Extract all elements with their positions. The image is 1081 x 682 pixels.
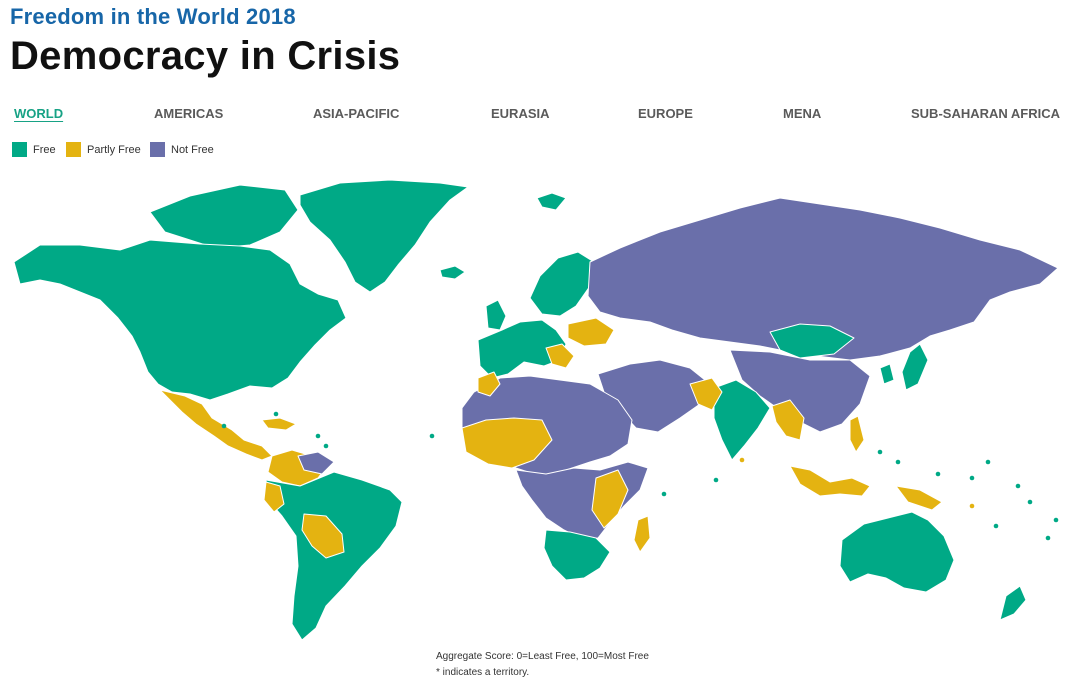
world-freedom-map[interactable]	[0, 170, 1081, 640]
iceland-region[interactable]	[439, 265, 466, 280]
island-dot[interactable]	[969, 503, 975, 509]
island-dot[interactable]	[323, 443, 329, 449]
island-dot[interactable]	[713, 477, 719, 483]
island-dot[interactable]	[221, 423, 227, 429]
southern-africa-region[interactable]	[543, 529, 611, 581]
tab-asia-pacific[interactable]: ASIA-PACIFIC	[313, 106, 400, 121]
madagascar-region[interactable]	[633, 515, 651, 553]
central-africa-region[interactable]	[515, 461, 649, 541]
island-dot[interactable]	[935, 471, 941, 477]
legend-swatch-not-free	[150, 142, 165, 157]
island-dot[interactable]	[1015, 483, 1021, 489]
tab-europe[interactable]: EUROPE	[638, 106, 693, 121]
russia-eurasia-region[interactable]	[587, 197, 1059, 361]
legend-label-partly-free: Partly Free	[87, 143, 141, 156]
west-africa-region[interactable]	[461, 417, 553, 469]
island-dot[interactable]	[273, 411, 279, 417]
island-dot[interactable]	[739, 457, 745, 463]
island-dot[interactable]	[1027, 499, 1033, 505]
report-kicker: Freedom in the World 2018	[10, 4, 296, 29]
legend-item-partly-free: Partly Free	[66, 142, 141, 157]
bolivia-paraguay-region[interactable]	[301, 513, 345, 559]
morocco-region[interactable]	[477, 371, 501, 397]
pakistan-region[interactable]	[689, 377, 723, 411]
ukraine-region[interactable]	[567, 317, 615, 347]
legend-swatch-free	[12, 142, 27, 157]
tab-americas[interactable]: AMERICAS	[154, 106, 224, 121]
andean-region[interactable]	[263, 481, 285, 513]
island-dot[interactable]	[661, 491, 667, 497]
tab-world[interactable]: WORLD	[14, 106, 64, 121]
philippines-region[interactable]	[849, 415, 865, 453]
papua-region[interactable]	[895, 485, 943, 511]
south-america-region[interactable]	[265, 471, 403, 640]
greenland-region[interactable]	[299, 179, 469, 293]
indonesia-region[interactable]	[789, 465, 871, 497]
arctic-islands-region[interactable]	[149, 184, 299, 249]
venezuela-region[interactable]	[297, 451, 335, 475]
aggregate-score-note: Aggregate Score: 0=Least Free, 100=Most …	[436, 651, 649, 662]
east-africa-region[interactable]	[591, 469, 629, 529]
page-title: Democracy in Crisis	[10, 34, 401, 78]
legend-swatch-partly-free	[66, 142, 81, 157]
legend-label-free: Free	[33, 143, 56, 156]
island-dot[interactable]	[1045, 535, 1051, 541]
legend-item-not-free: Not Free	[150, 142, 214, 157]
island-dot[interactable]	[993, 523, 999, 529]
island-dot[interactable]	[315, 433, 321, 439]
korea-region[interactable]	[879, 363, 895, 385]
island-dot[interactable]	[877, 449, 883, 455]
island-dot[interactable]	[985, 459, 991, 465]
caribbean-region[interactable]	[261, 417, 297, 431]
british-isles-region[interactable]	[485, 299, 507, 331]
mexico-central-america-region[interactable]	[159, 389, 273, 461]
island-dot[interactable]	[1053, 517, 1059, 523]
japan-region[interactable]	[901, 343, 929, 391]
territory-note: * indicates a territory.	[436, 667, 530, 678]
north-america-region[interactable]	[13, 239, 347, 401]
southeast-asia-region[interactable]	[771, 399, 805, 441]
tab-mena[interactable]: MENA	[783, 106, 822, 121]
new-zealand-region[interactable]	[999, 585, 1027, 621]
legend-item-free: Free	[12, 142, 56, 157]
island-dot[interactable]	[895, 459, 901, 465]
tab-sub-saharan-africa[interactable]: SUB-SAHARAN AFRICA	[911, 106, 1061, 121]
region-tabs: WORLD AMERICAS ASIA-PACIFIC EURASIA EURO…	[14, 106, 1074, 126]
legend-label-not-free: Not Free	[171, 143, 214, 156]
mongolia-region[interactable]	[769, 323, 855, 359]
svalbard-region[interactable]	[536, 192, 567, 211]
balkans-region[interactable]	[545, 343, 575, 369]
island-dot[interactable]	[969, 475, 975, 481]
india-region[interactable]	[713, 379, 771, 461]
island-dot[interactable]	[429, 433, 435, 439]
australia-region[interactable]	[839, 511, 955, 593]
scandinavia-region[interactable]	[529, 251, 595, 317]
tab-eurasia[interactable]: EURASIA	[491, 106, 550, 121]
